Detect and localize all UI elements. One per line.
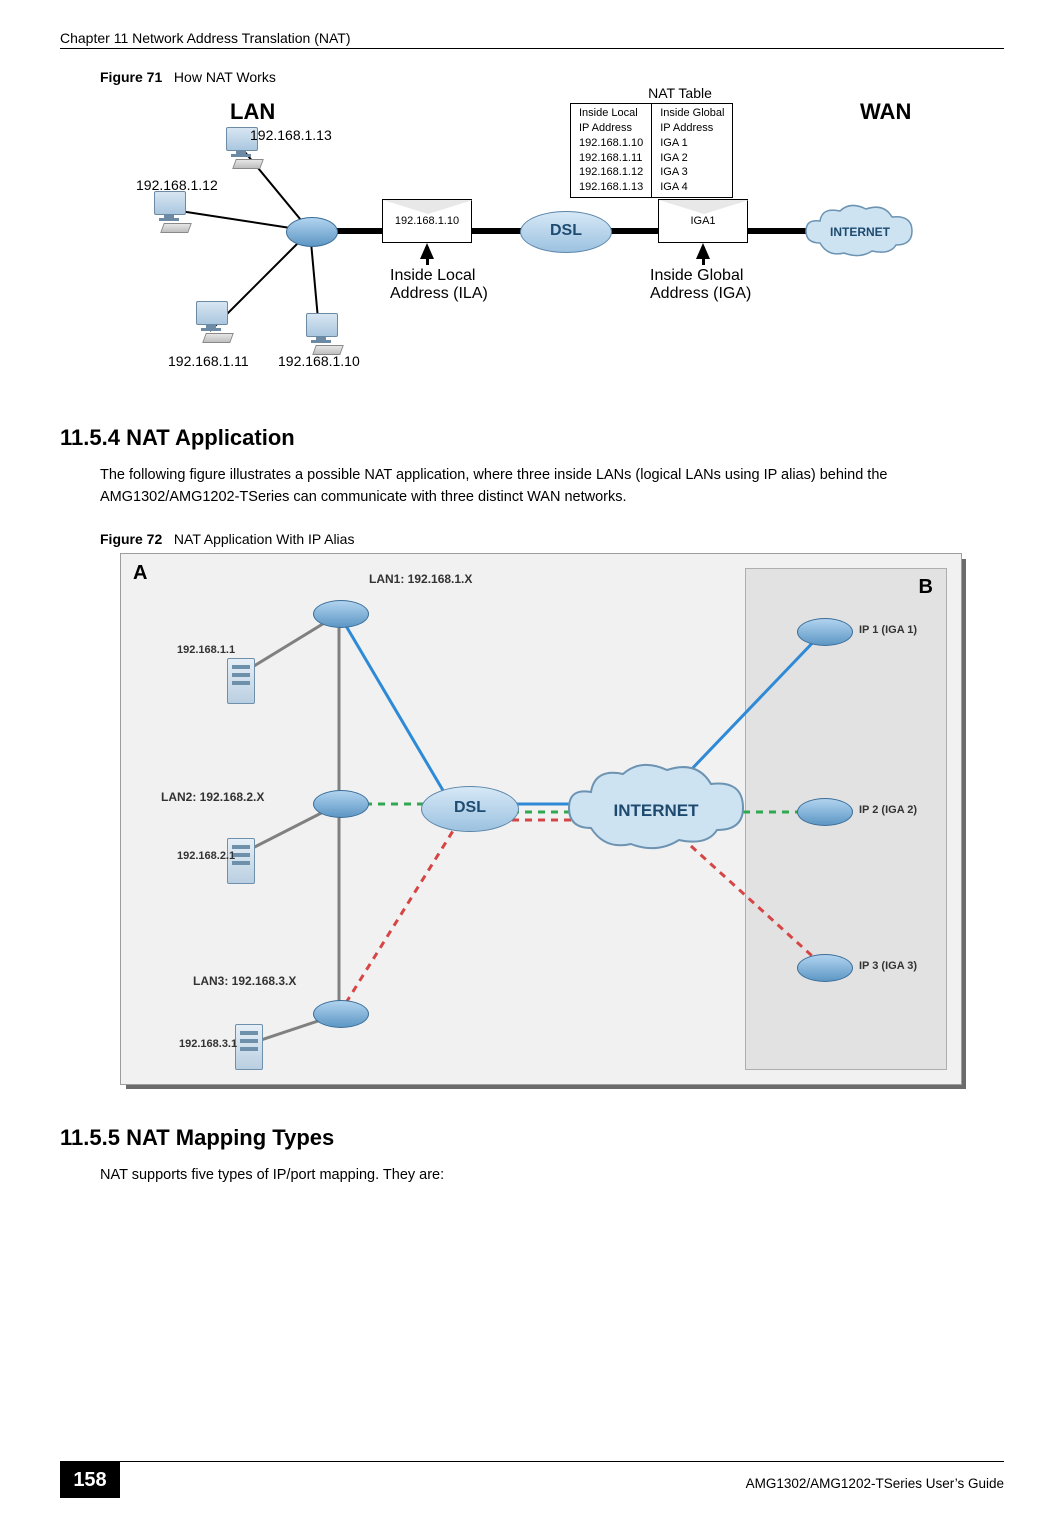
router-icon — [797, 798, 853, 826]
section-11-5-4-body: The following figure illustrates a possi… — [100, 465, 994, 509]
dsl-icon: DSL — [520, 211, 612, 253]
chapter-header: Chapter 11 Network Address Translation (… — [60, 30, 1004, 49]
router-icon — [313, 790, 369, 818]
page-footer: 158 AMG1302/AMG1202-TSeries User’s Guide — [60, 1461, 1004, 1498]
ip2-label: IP 2 (IGA 2) — [859, 804, 917, 816]
nat-col1-row: 192.168.1.12 — [579, 165, 643, 180]
router-icon — [797, 618, 853, 646]
arrow-up-icon — [420, 243, 434, 259]
router-icon — [797, 954, 853, 982]
panel: A B — [120, 553, 962, 1085]
internet-text: INTERNET — [830, 225, 891, 239]
nat-col2-row: IGA 2 — [660, 151, 724, 166]
nat-col1-row: 192.168.1.11 — [579, 151, 643, 166]
pc-icon — [148, 191, 192, 235]
dsl-icon: DSL — [421, 786, 519, 832]
router-icon — [313, 600, 369, 628]
lan1-label: LAN1: 192.168.1.X — [369, 572, 472, 586]
nat-col2-row: IGA 3 — [660, 165, 724, 180]
nat-col1-header: Inside Local IP Address — [579, 106, 643, 136]
envelope-ila: SA 192.168.1.10 — [382, 199, 472, 243]
figure71-diagram: LAN WAN NAT Table Inside Local IP Addres… — [120, 91, 1020, 391]
page-number: 158 — [60, 1462, 120, 1498]
nat-table: Inside Local IP Address 192.168.1.10 192… — [570, 103, 733, 198]
nat-col2-header: Inside Global IP Address — [660, 106, 724, 136]
section-11-5-5-body: NAT supports five types of IP/port mappi… — [100, 1165, 994, 1187]
server2-ip: 192.168.2.1 — [177, 850, 235, 862]
figure71-caption: Figure 71 How NAT Works — [100, 69, 1004, 85]
section-11-5-5-heading: 11.5.5 NAT Mapping Types — [60, 1125, 1004, 1151]
internet-text: INTERNET — [614, 801, 700, 820]
router-icon — [286, 217, 338, 247]
pc-ip-bl: 192.168.1.11 — [168, 353, 249, 369]
pc-icon — [190, 301, 234, 345]
nat-col1-row: 192.168.1.10 — [579, 136, 643, 151]
nat-col2-row: IGA 4 — [660, 180, 724, 195]
nat-col1-row: 192.168.1.13 — [579, 180, 643, 195]
figure72-diagram: A B — [120, 553, 1004, 1091]
nat-table-title: NAT Table — [620, 85, 740, 101]
env-left-line1: SA — [383, 203, 471, 215]
ip3-label: IP 3 (IGA 3) — [859, 960, 917, 972]
pc-ip-top: 192.168.1.13 — [250, 127, 332, 143]
figure72-caption: Figure 72 NAT Application With IP Alias — [100, 531, 1004, 547]
server3-ip: 192.168.3.1 — [179, 1038, 237, 1050]
lan2-label: LAN2: 192.168.2.X — [161, 790, 264, 804]
pc-icon — [300, 313, 344, 357]
env-right-line1: SA — [659, 203, 747, 215]
ila-label: Inside Local Address (ILA) — [390, 267, 488, 303]
server-icon — [227, 658, 255, 704]
iga-label: Inside Global Address (IGA) — [650, 267, 751, 303]
wan-label: WAN — [860, 99, 911, 125]
pc-ip-left: 192.168.1.12 — [136, 177, 218, 193]
arrow-up-icon — [696, 243, 710, 259]
section-11-5-4-heading: 11.5.4 NAT Application — [60, 425, 1004, 451]
nat-table-col-global: Inside Global IP Address IGA 1 IGA 2 IGA… — [652, 104, 733, 197]
internet-cloud-icon: INTERNET — [561, 762, 751, 852]
figure72-caption-label: Figure 72 — [100, 531, 162, 547]
internet-cloud-icon: INTERNET — [800, 203, 920, 259]
nat-col2-row: IGA 1 — [660, 136, 724, 151]
envelope-iga: SA IGA1 — [658, 199, 748, 243]
router-icon — [313, 1000, 369, 1028]
server-icon — [235, 1024, 263, 1070]
figure72-caption-text: NAT Application With IP Alias — [174, 531, 355, 547]
pc-ip-br: 192.168.1.10 — [278, 353, 360, 369]
env-right-line2: IGA1 — [659, 215, 747, 228]
lan3-label: LAN3: 192.168.3.X — [193, 974, 296, 988]
env-left-line2: 192.168.1.10 — [383, 215, 471, 228]
nat-table-col-local: Inside Local IP Address 192.168.1.10 192… — [570, 104, 652, 197]
figure71-caption-text: How NAT Works — [174, 69, 276, 85]
server1-ip: 192.168.1.1 — [177, 644, 235, 656]
footer-guide: AMG1302/AMG1202-TSeries User’s Guide — [746, 1476, 1004, 1491]
lan-label: LAN — [230, 99, 275, 125]
figure71-caption-label: Figure 71 — [100, 69, 162, 85]
ip1-label: IP 1 (IGA 1) — [859, 624, 917, 636]
